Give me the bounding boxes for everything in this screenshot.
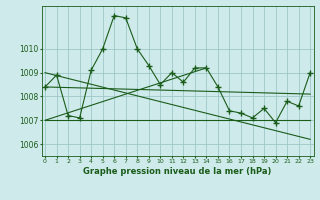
X-axis label: Graphe pression niveau de la mer (hPa): Graphe pression niveau de la mer (hPa)	[84, 167, 272, 176]
